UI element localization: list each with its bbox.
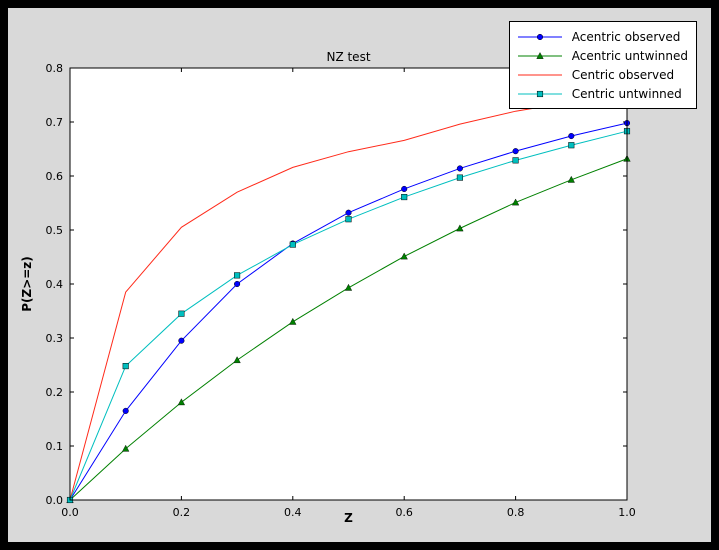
data-point-triangle: [122, 444, 130, 452]
data-point-square: [456, 174, 463, 181]
data-point-square: [401, 194, 408, 201]
x-tick-label: 0.0: [61, 506, 79, 519]
legend-item: Acentric untwinned: [516, 46, 688, 65]
legend-label: Centric untwinned: [571, 86, 682, 101]
y-tick-label: 0.7: [46, 116, 64, 129]
plot-title: NZ test: [326, 50, 371, 64]
data-point-triangle: [177, 398, 186, 406]
legend-line-sample: [517, 90, 562, 97]
data-point-square: [345, 216, 352, 223]
data-point-square: [234, 272, 241, 279]
legend-item: Centric untwinned: [516, 84, 688, 103]
x-axis-label: Z: [344, 511, 353, 525]
y-tick-label: 0.3: [46, 332, 64, 345]
data-point-square: [568, 142, 575, 149]
y-tick-label: 0.1: [46, 440, 64, 453]
data-point-circle: [234, 280, 241, 288]
data-point-circle: [178, 337, 185, 344]
legend: Acentric observed Acentric untwinned Cen…: [508, 21, 697, 109]
x-tick-label: 1.0: [618, 506, 636, 519]
data-point-square: [178, 310, 185, 317]
legend-label: Centric observed: [571, 67, 675, 82]
data-point-triangle: [344, 283, 353, 291]
legend-label: Acentric untwinned: [571, 48, 688, 63]
x-tick-label: 0.6: [395, 506, 413, 519]
y-tick-label: 0.2: [46, 386, 64, 399]
legend-label: Acentric observed: [571, 29, 681, 44]
y-tick-label: 0.0: [46, 494, 64, 507]
data-point-triangle: [567, 175, 575, 183]
legend-item: Centric observed: [516, 65, 688, 84]
data-point-triangle: [400, 252, 408, 260]
data-point-circle: [401, 185, 408, 193]
data-point-triangle: [511, 198, 520, 206]
y-axis-label: P(Z>=z): [20, 256, 34, 312]
data-point-triangle: [289, 317, 297, 325]
legend-line-sample: [517, 74, 562, 75]
data-point-circle: [512, 148, 519, 155]
data-point-square: [122, 363, 129, 370]
legend-line-sample: [517, 51, 562, 59]
x-tick-label: 0.2: [173, 506, 191, 519]
y-tick-label: 0.4: [46, 278, 64, 291]
x-tick-label: 0.4: [284, 506, 302, 519]
data-point-circle: [568, 132, 575, 140]
data-point-triangle: [456, 224, 464, 232]
axes-frame: [69, 67, 628, 501]
legend-item: Acentric observed: [516, 27, 688, 46]
data-point-circle: [456, 165, 463, 172]
y-tick-label: 0.8: [46, 62, 64, 75]
data-point-circle: [536, 33, 543, 40]
data-point-square: [536, 90, 543, 97]
data-point-square: [512, 157, 519, 164]
data-point-triangle: [233, 356, 241, 364]
x-tick-label: 0.8: [507, 506, 525, 519]
data-point-circle: [345, 209, 352, 216]
data-point-triangle: [536, 51, 544, 59]
y-tick-label: 0.6: [46, 170, 64, 183]
data-point-square: [289, 241, 296, 248]
legend-line-sample: [517, 33, 562, 40]
y-tick-label: 0.5: [46, 224, 64, 237]
nz-plot-svg: 0.0 0.2 0.4 0.6 0.8 1.0 0.0 0.1 0.2 0.3 0.4 0.5 0.6 0…: [46, 62, 636, 519]
data-point-circle: [122, 407, 129, 414]
figure-canvas: 0.0 0.2 0.4 0.6 0.8 1.0 0.0 0.1 0.2 0.3 0.4 0.5 0.6 0…: [8, 8, 711, 542]
